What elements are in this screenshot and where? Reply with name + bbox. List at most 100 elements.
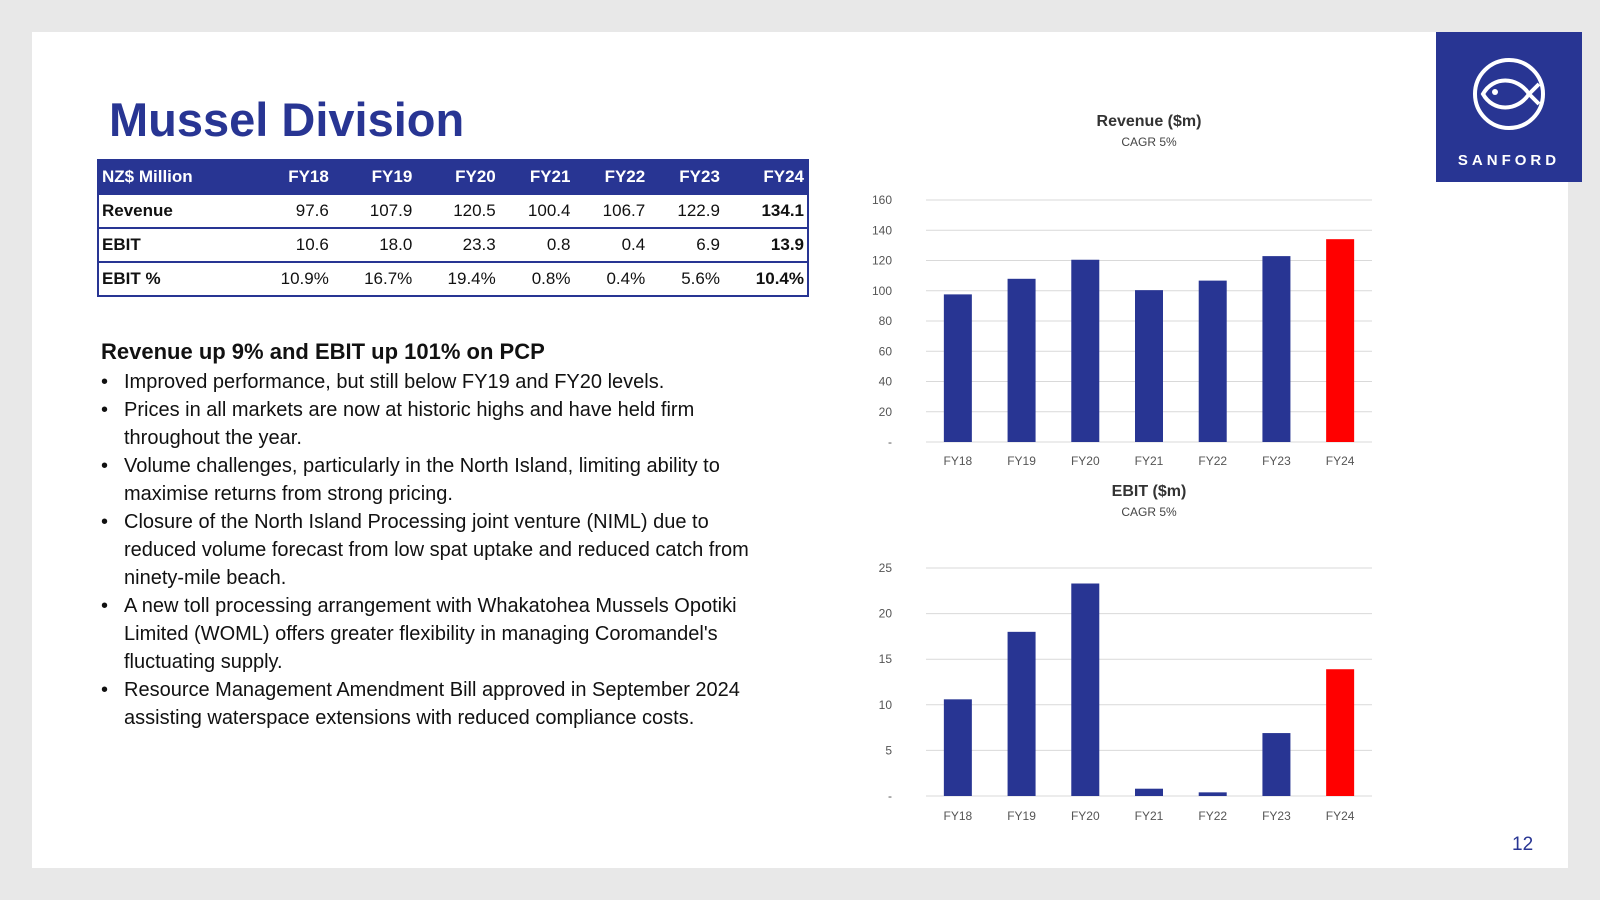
table-cell: 100.4 [498, 193, 574, 228]
revenue-chart: Revenue ($m) CAGR 5% - 20 40 60 80 100 120 140 160… [872, 110, 1392, 475]
x-tick-label: FY24 [1326, 809, 1355, 823]
chart-title: Revenue ($m) [1097, 113, 1202, 130]
chart-subtitle: CAGR 5% [1121, 505, 1177, 519]
financial-table: NZ$ Million FY18 FY19 FY20 FY21 FY22 FY2… [97, 159, 809, 297]
list-item: Closure of the North Island Processing j… [101, 508, 781, 592]
chart-title: EBIT ($m) [1112, 483, 1187, 500]
table-header-cell: FY24 [722, 160, 808, 194]
y-tick-label: 5 [885, 743, 892, 757]
table-cell: 23.3 [415, 227, 499, 262]
y-tick-label: 60 [879, 344, 893, 358]
table-cell: 0.4% [573, 261, 649, 296]
table-cell: EBIT [98, 227, 249, 262]
page-number: 12 [1512, 834, 1534, 855]
y-tick-label: 25 [879, 561, 893, 575]
commentary-heading: Revenue up 9% and EBIT up 101% on PCP [101, 339, 545, 364]
bar-fy24 [1326, 239, 1355, 442]
x-tick-label: FY19 [1007, 454, 1036, 468]
table-cell: 106.7 [573, 193, 649, 228]
table-cell: 107.9 [331, 193, 416, 228]
table-cell: 16.7% [331, 261, 416, 296]
x-tick-label: FY21 [1135, 454, 1164, 468]
bar-fy24 [1326, 669, 1355, 796]
y-tick-label: 10 [879, 698, 893, 712]
table-cell: 134.1 [722, 193, 808, 228]
y-tick-label: 140 [872, 223, 892, 237]
bar-fy21 [1135, 788, 1163, 796]
bar-fy22 [1198, 280, 1227, 442]
table-cell: 10.6 [248, 227, 332, 262]
x-tick-label: FY23 [1262, 809, 1291, 823]
bar-fy18 [943, 699, 972, 796]
logo-wordmark: SANFORD [1457, 152, 1561, 169]
table-header-cell: FY18 [248, 160, 332, 194]
table-header-cell: NZ$ Million [98, 160, 249, 194]
bar-fy23 [1262, 256, 1291, 442]
bar-fy20 [1071, 583, 1100, 796]
table-cell: 13.9 [722, 227, 808, 262]
slide-title: Mussel Division [109, 93, 465, 146]
revenue-chart-svg: Revenue ($m) CAGR 5% - 20 40 60 80 100 120 140 160… [872, 113, 1372, 468]
bar-fy19 [1007, 631, 1036, 796]
bar-fy19 [1007, 278, 1036, 442]
ebit-chart-svg: EBIT ($m) CAGR 5% - 5 10 15 20 25 FY18 FY19 FY20 FY… [879, 483, 1372, 823]
sanford-logo: SANFORD [1436, 32, 1582, 182]
table-cell: 10.4% [722, 261, 808, 296]
table-cell: 97.6 [248, 193, 332, 228]
table-cell: 5.6% [648, 261, 723, 296]
x-tick-label: FY23 [1262, 454, 1291, 468]
table-cell: 0.8% [498, 261, 574, 296]
table-header-cell: FY19 [331, 160, 416, 194]
table-cell: 19.4% [415, 261, 499, 296]
y-tick-label: - [888, 789, 892, 803]
chart-subtitle: CAGR 5% [1121, 135, 1177, 149]
table-row: EBIT % 10.9% 16.7% 19.4% 0.8% 0.4% 5.6% … [98, 261, 808, 296]
y-tick-label: - [888, 435, 892, 449]
x-tick-label: FY18 [944, 454, 973, 468]
list-item: Resource Management Amendment Bill appro… [101, 676, 781, 732]
y-tick-label: 100 [872, 284, 892, 298]
table-cell: Revenue [98, 193, 249, 228]
slide: Mussel Division SANFORD NZ$ Million FY18… [32, 32, 1582, 868]
table-row: Revenue 97.6 107.9 120.5 100.4 106.7 122… [98, 193, 808, 228]
table-header-row: NZ$ Million FY18 FY19 FY20 FY21 FY22 FY2… [98, 160, 808, 194]
ebit-chart: EBIT ($m) CAGR 5% - 5 10 15 20 25 FY18 FY19 FY20 FY… [872, 480, 1392, 855]
table-cell: 0.8 [498, 227, 574, 262]
table-cell: 6.9 [648, 227, 723, 262]
commentary-list: Improved performance, but still below FY… [101, 368, 781, 732]
y-tick-label: 80 [879, 314, 893, 328]
table-cell: 10.9% [248, 261, 332, 296]
x-tick-label: FY20 [1071, 809, 1100, 823]
table-header-cell: FY20 [415, 160, 499, 194]
table-cell: 0.4 [573, 227, 649, 262]
x-tick-label: FY22 [1198, 809, 1227, 823]
table-cell: EBIT % [98, 261, 249, 296]
x-tick-label: FY20 [1071, 454, 1100, 468]
x-tick-label: FY24 [1326, 454, 1355, 468]
x-tick-label: FY19 [1007, 809, 1036, 823]
list-item: Volume challenges, particularly in the N… [101, 452, 781, 508]
bar-fy22 [1198, 792, 1227, 796]
bar-fy21 [1135, 290, 1163, 442]
list-item: A new toll processing arrangement with W… [101, 592, 781, 676]
list-item: Prices in all markets are now at histori… [101, 396, 781, 452]
y-tick-label: 160 [872, 193, 892, 207]
table-header-cell: FY21 [498, 160, 574, 194]
table-row: EBIT 10.6 18.0 23.3 0.8 0.4 6.9 13.9 [98, 227, 808, 262]
table-cell: 120.5 [415, 193, 499, 228]
fish-logo-icon [1473, 58, 1545, 130]
table-cell: 18.0 [331, 227, 416, 262]
bar-fy20 [1071, 259, 1100, 442]
x-tick-label: FY18 [944, 809, 973, 823]
list-item: Improved performance, but still below FY… [101, 368, 781, 396]
bar-fy18 [943, 294, 972, 442]
table-header-cell: FY23 [648, 160, 723, 194]
table-header-cell: FY22 [573, 160, 649, 194]
table-cell: 122.9 [648, 193, 723, 228]
y-tick-label: 120 [872, 254, 892, 268]
x-tick-label: FY22 [1198, 454, 1227, 468]
y-tick-label: 20 [879, 405, 893, 419]
y-tick-label: 20 [879, 607, 893, 621]
bar-fy23 [1262, 733, 1291, 796]
y-tick-label: 40 [879, 375, 893, 389]
